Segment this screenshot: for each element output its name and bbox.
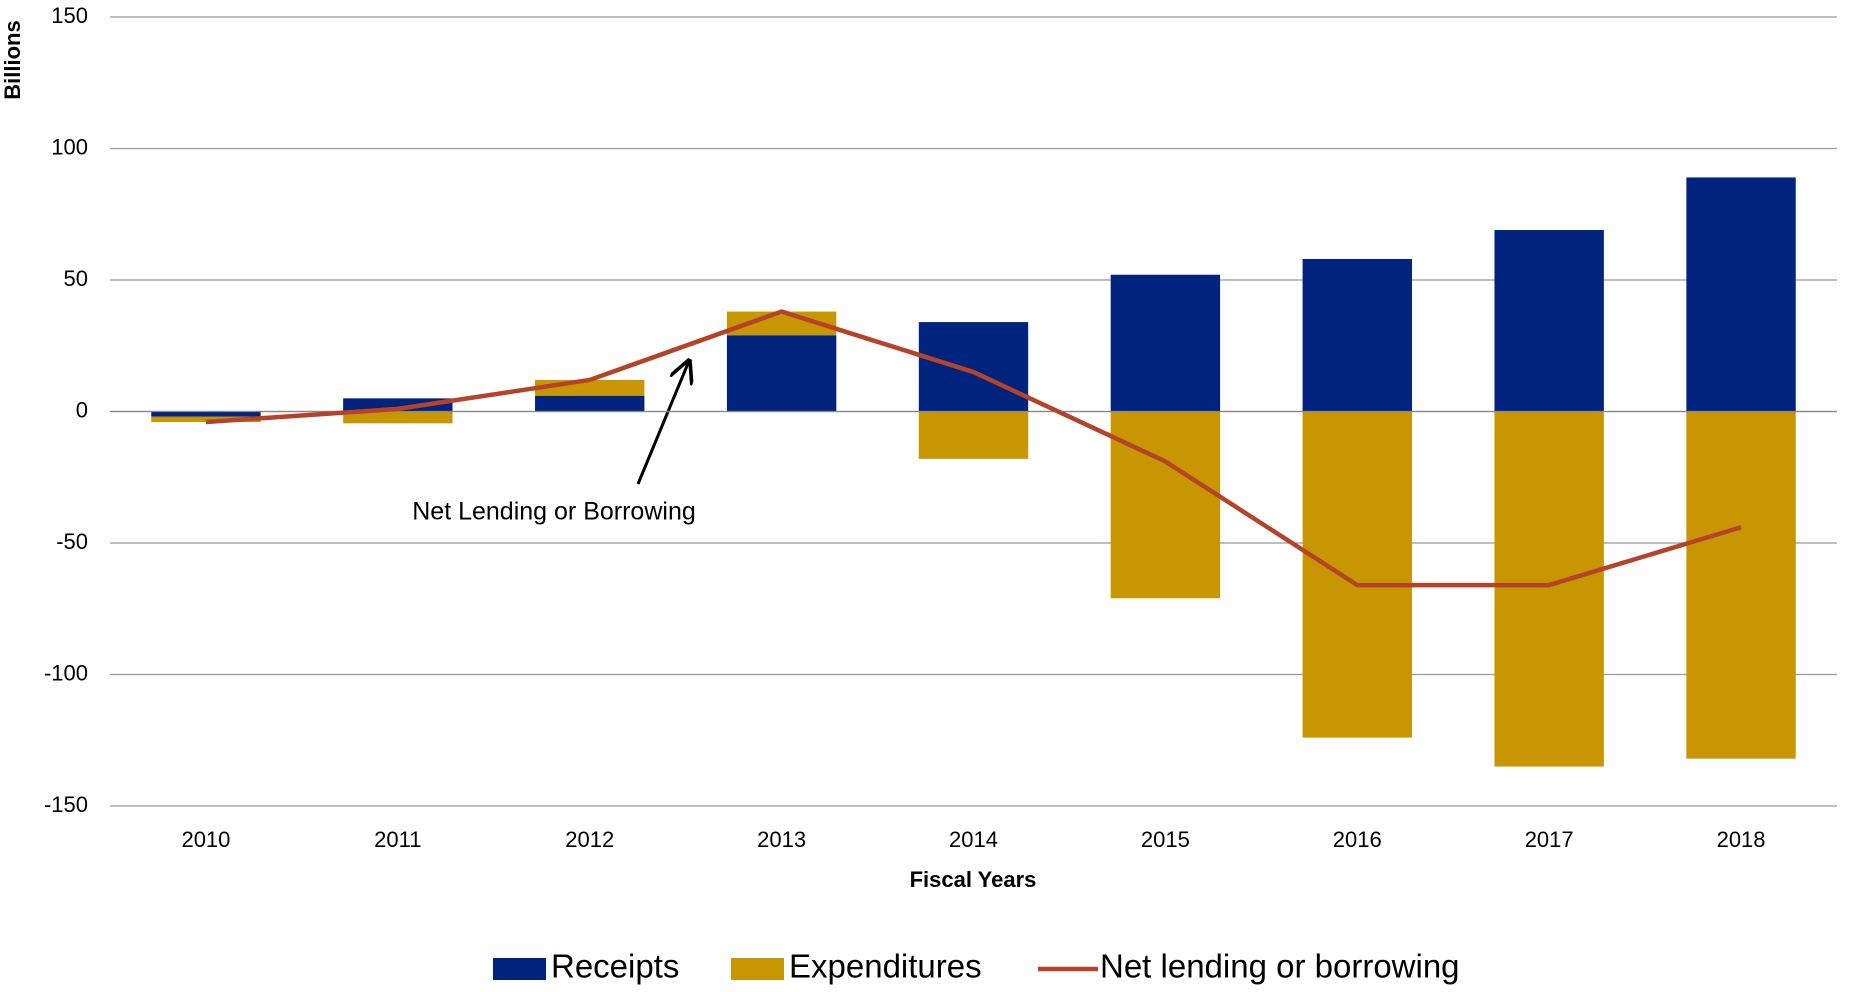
x-tick-label: 2018 — [1717, 827, 1766, 852]
legend-swatch — [731, 958, 784, 980]
x-tick-label: 2013 — [757, 827, 806, 852]
annotation: Net Lending or Borrowing — [412, 498, 696, 526]
y-tick-label: 150 — [51, 3, 88, 28]
bar — [1110, 411, 1221, 599]
bar — [343, 398, 453, 412]
bar — [1494, 230, 1604, 412]
bar — [1302, 411, 1412, 738]
line — [205, 309, 1742, 588]
bar — [1110, 274, 1221, 412]
legend-label: Expenditures — [789, 948, 982, 985]
bar — [151, 411, 261, 417]
x-tick-label: 2012 — [565, 827, 614, 852]
y-tick-label: -100 — [44, 660, 88, 685]
bar — [343, 411, 453, 424]
legend-label: Net lending or borrowing — [1100, 948, 1460, 985]
y-tick-label: -150 — [44, 792, 88, 817]
bar — [726, 335, 837, 412]
x-tick-label: 2014 — [949, 827, 998, 852]
y-tick-label: 50 — [64, 266, 88, 291]
bar — [1686, 177, 1796, 412]
x-tick-label: 2016 — [1333, 827, 1382, 852]
annotation-arrow — [636, 361, 689, 485]
x-tick-label: 2010 — [181, 827, 230, 852]
legend-label: Receipts — [551, 948, 679, 985]
bar — [918, 322, 1029, 412]
x-axis-title: Fiscal Years — [910, 867, 1037, 892]
x-tick-label: 2011 — [374, 827, 421, 852]
legend-swatch — [493, 958, 546, 980]
bar — [1302, 258, 1412, 412]
x-tick-label: 2015 — [1141, 827, 1190, 852]
bar — [535, 395, 645, 412]
bar — [726, 311, 837, 336]
bar — [918, 411, 1029, 459]
bar — [1494, 411, 1604, 767]
y-tick-label: 100 — [51, 134, 88, 159]
y-axis-title: Billions — [0, 20, 25, 99]
x-tick-label: 2017 — [1525, 827, 1574, 852]
bar — [151, 416, 261, 423]
y-tick-label: -50 — [56, 529, 88, 554]
y-tick-label: 0 — [76, 397, 88, 422]
bar — [1686, 411, 1796, 759]
